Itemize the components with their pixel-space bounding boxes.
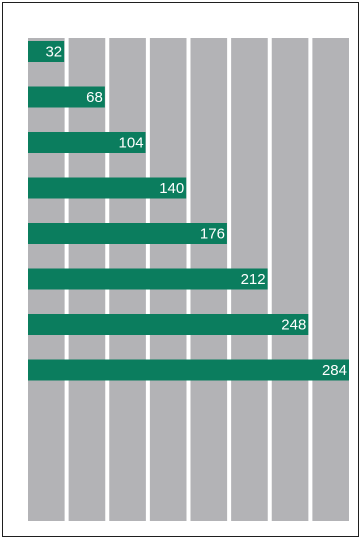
bar-value-label: 212 bbox=[241, 271, 266, 288]
bar bbox=[28, 268, 268, 290]
data-labels: 32 68 104 140 176 212 248 284 bbox=[45, 44, 347, 380]
bar-value-label: 284 bbox=[322, 362, 347, 379]
bar-value-label: 104 bbox=[119, 135, 144, 152]
bar-value-label: 248 bbox=[281, 317, 306, 334]
bars bbox=[28, 41, 349, 381]
bar bbox=[28, 314, 309, 335]
bar bbox=[28, 132, 146, 153]
bar bbox=[28, 177, 187, 199]
grid-column bbox=[271, 38, 309, 521]
bar bbox=[28, 41, 65, 62]
bar bbox=[28, 223, 227, 244]
bar-value-label: 176 bbox=[200, 226, 225, 243]
grid-column bbox=[312, 38, 349, 521]
bar bbox=[28, 359, 349, 381]
bar-value-label: 140 bbox=[159, 180, 184, 197]
bar bbox=[28, 86, 105, 108]
bar-value-label: 68 bbox=[86, 89, 103, 106]
bar-value-label: 32 bbox=[45, 44, 62, 61]
